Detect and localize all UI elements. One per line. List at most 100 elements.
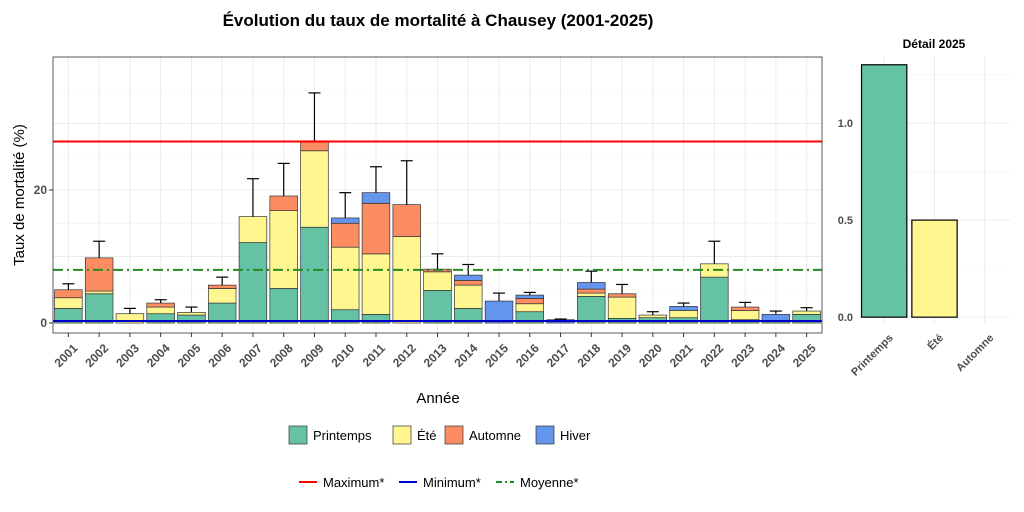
season-legend: Printemps Été Automne Hiver [288,425,591,445]
x-tick-label: 2014 [452,341,481,370]
detail-x-tick-label: Automne [954,332,996,374]
x-tick-label: 2010 [328,341,357,370]
x-tick-label: 2013 [421,341,450,370]
bar-automne-2018 [577,288,606,294]
x-tick-label: 2002 [82,341,111,370]
x-tick-label: 2022 [698,341,727,370]
legend-swatch-printemps [288,425,308,445]
bar-printemps-2022 [700,276,729,324]
x-tick-label: 2007 [236,341,265,370]
bar-automne-2016 [515,298,544,305]
bar-hiver-2015 [484,300,514,324]
chart-title: Évolution du taux de mortalité à Chausey… [223,11,654,30]
bar-hiver-2010 [331,217,360,224]
bar-été-2006 [207,288,237,304]
legend-swatch-automne [444,425,464,445]
y-axis-title: Taux de mortalité (%) [11,124,28,266]
bar-automne-2023 [730,306,760,311]
x-tick-label: 2001 [52,341,81,370]
bar-été-2025 [792,310,821,315]
detail-y-tick-label: 0.5 [838,215,853,227]
x-tick-label: 2024 [759,341,788,370]
x-tick-label: 2003 [113,341,142,370]
y-tick-label: 0 [40,316,47,330]
detail-chart-title: Détail 2025 [903,37,966,51]
bar-été-2013 [423,271,452,291]
bar-automne-2001 [54,289,83,299]
bar-hiver-2018 [577,282,606,290]
x-tick-label: 2005 [175,341,204,370]
x-tick-label: 2009 [298,341,327,370]
legend-label-été: Été [417,428,437,443]
legend-line-label-maximum: Maximum* [323,475,384,490]
x-tick-label: 2008 [267,341,296,370]
reference-line-legend: Maximum* Minimum* Moyenne* [299,475,579,490]
bar-été-2009 [300,150,329,228]
x-tick-label: 2018 [575,341,604,370]
bar-printemps-2013 [423,290,452,324]
bar-été-2019 [607,296,637,319]
bar-hiver-2021 [669,306,698,311]
bar-été-2012 [392,236,421,324]
bar-été-2016 [515,303,544,313]
bar-hiver-2024 [761,314,791,321]
x-tick-label: 2017 [544,341,573,370]
y-tick-label: 20 [34,183,48,197]
x-tick-label: 2006 [205,341,234,370]
bar-automne-2004 [146,302,175,308]
x-axis-title: Année [416,390,459,407]
x-tick-label: 2012 [390,341,419,370]
bar-automne-2012 [392,204,421,237]
bar-été-2005 [177,312,206,316]
bar-été-2011 [361,253,391,315]
detail-bar-été [911,219,958,318]
bar-automne-2011 [361,202,391,255]
x-tick-label: 2015 [482,341,511,370]
bar-été-2023 [730,310,760,321]
bar-printemps-2008 [269,288,298,324]
bar-automne-2019 [607,293,637,298]
x-tick-label: 2004 [144,341,173,370]
detail-plot-panel: 0.0 0.5 1.0 Printemps Été Automne [838,57,1010,379]
x-tick-label: 2019 [605,341,634,370]
bar-hiver-2011 [361,192,391,204]
bar-automne-2002 [84,257,114,292]
bar-été-2008 [269,210,298,289]
bar-été-2010 [331,246,360,311]
bar-automne-2006 [207,284,237,289]
legend-line-label-minimum: Minimum* [423,475,481,490]
bar-été-2007 [238,216,268,243]
legend-label-automne: Automne [469,428,521,443]
detail-bar-printemps [860,64,908,318]
x-tick-label: 2025 [790,341,819,370]
bar-été-2014 [454,284,483,309]
detail-y-tick-label: 1.0 [838,118,853,130]
legend-line-label-moyenne: Moyenne* [520,475,579,490]
bar-printemps-2009 [300,226,329,324]
bar-été-2018 [577,292,606,297]
bar-été-2020 [638,314,668,319]
detail-x-tick-label: Printemps [849,332,896,379]
bar-automne-2014 [454,280,483,286]
x-tick-label: 2023 [728,341,757,370]
x-tick-label: 2011 [360,341,389,370]
bar-été-2002 [84,290,114,295]
bar-été-2004 [146,306,175,315]
detail-x-tick-label: Été [925,331,946,352]
bar-automne-2010 [331,222,360,248]
bar-été-2021 [669,310,698,319]
bar-automne-2008 [269,195,298,211]
legend-label-hiver: Hiver [560,428,591,443]
legend-label-printemps: Printemps [313,428,372,443]
bar-printemps-2002 [84,293,114,324]
bar-hiver-2014 [454,274,483,281]
legend-swatch-été [392,425,412,445]
x-tick-label: 2021 [667,341,696,370]
bar-printemps-2018 [577,296,606,324]
x-tick-label: 2016 [513,341,542,370]
legend-swatch-hiver [535,425,555,445]
detail-y-tick-label: 0.0 [838,312,853,324]
bar-hiver-2016 [515,294,544,299]
